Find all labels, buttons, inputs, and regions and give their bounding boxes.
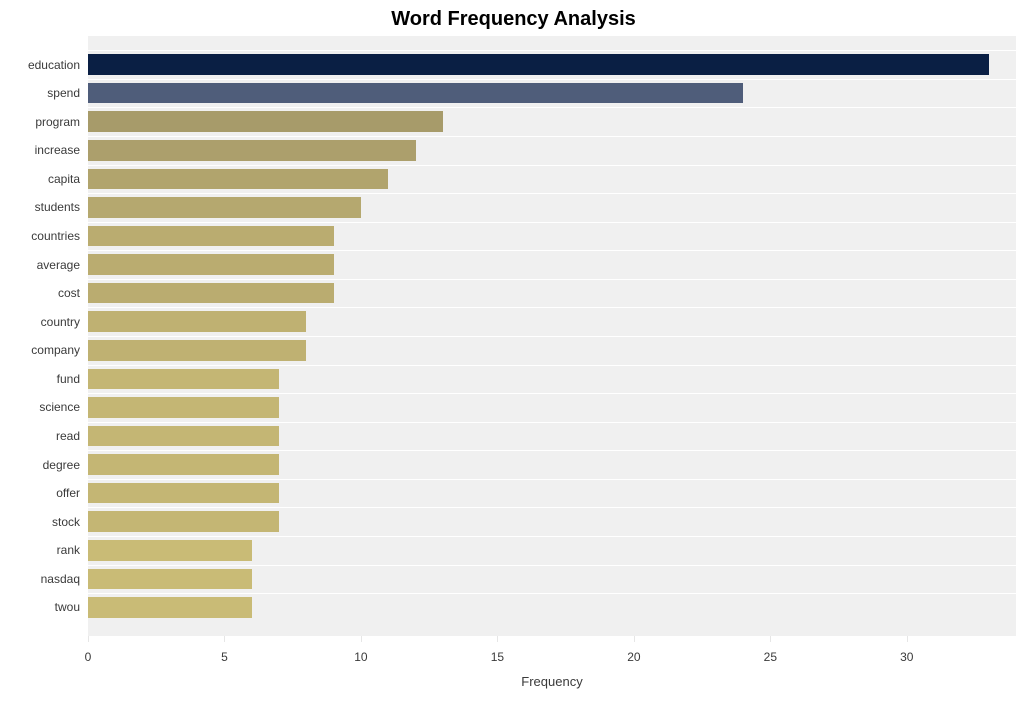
bar — [88, 254, 334, 275]
y-tick-label: fund — [57, 372, 80, 386]
x-tick-label: 10 — [354, 650, 367, 664]
bar — [88, 340, 306, 361]
y-tick-label: cost — [58, 286, 80, 300]
bar — [88, 140, 416, 161]
y-tick-label: education — [28, 58, 80, 72]
plot-area — [88, 36, 1016, 636]
bar — [88, 511, 279, 532]
bar — [88, 83, 743, 104]
y-tick-label: program — [35, 115, 80, 129]
x-tick-mark — [224, 636, 225, 642]
x-tick-label: 0 — [85, 650, 92, 664]
y-tick-label: science — [39, 400, 80, 414]
x-tick-label: 15 — [491, 650, 504, 664]
bar — [88, 111, 443, 132]
bar — [88, 54, 989, 75]
y-tick-label: rank — [57, 543, 80, 557]
y-tick-label: offer — [56, 486, 80, 500]
x-tick-mark — [770, 636, 771, 642]
y-tick-label: country — [41, 315, 80, 329]
x-tick-label: 5 — [221, 650, 228, 664]
bar — [88, 397, 279, 418]
x-tick-mark — [497, 636, 498, 642]
y-tick-label: students — [35, 200, 80, 214]
grid-band — [88, 622, 1016, 636]
bar — [88, 283, 334, 304]
y-tick-label: countries — [31, 229, 80, 243]
x-tick-label: 20 — [627, 650, 640, 664]
y-tick-label: read — [56, 429, 80, 443]
x-tick-mark — [361, 636, 362, 642]
chart-title: Word Frequency Analysis — [0, 8, 1027, 31]
x-tick-mark — [634, 636, 635, 642]
x-tick-mark — [88, 636, 89, 642]
x-tick-label: 30 — [900, 650, 913, 664]
bar — [88, 169, 388, 190]
bar — [88, 569, 252, 590]
y-tick-label: capita — [48, 172, 80, 186]
x-tick-mark — [907, 636, 908, 642]
y-tick-label: stock — [52, 515, 80, 529]
x-tick-label: 25 — [764, 650, 777, 664]
y-tick-label: increase — [35, 143, 80, 157]
bar — [88, 311, 306, 332]
y-tick-label: company — [31, 343, 80, 357]
bar — [88, 483, 279, 504]
bar — [88, 426, 279, 447]
y-tick-label: degree — [43, 458, 80, 472]
bar — [88, 369, 279, 390]
bar — [88, 226, 334, 247]
y-tick-label: spend — [47, 86, 80, 100]
bar — [88, 597, 252, 618]
grid-band — [88, 36, 1016, 50]
chart-container: Word Frequency Analysis Frequency educat… — [0, 0, 1027, 701]
bar — [88, 540, 252, 561]
y-tick-label: nasdaq — [41, 572, 80, 586]
y-tick-label: twou — [55, 600, 80, 614]
bar — [88, 197, 361, 218]
x-axis-title: Frequency — [88, 674, 1016, 689]
bar — [88, 454, 279, 475]
y-tick-label: average — [37, 258, 80, 272]
